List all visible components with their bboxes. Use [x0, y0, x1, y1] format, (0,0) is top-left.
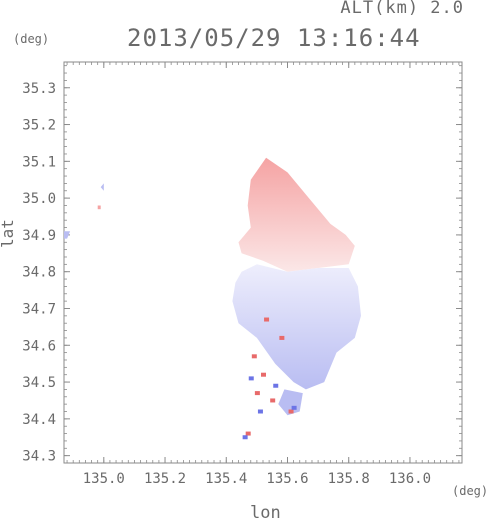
y-tick-label: 34.9	[22, 228, 56, 244]
y-tick-label: 34.4	[22, 412, 56, 428]
x-tick-label: 135.8	[328, 471, 370, 487]
x-axis-label: lon	[250, 503, 281, 523]
positive-speckle	[261, 372, 266, 377]
negative-speckle	[291, 405, 297, 410]
x-tick-label: 135.2	[144, 471, 186, 487]
negative-velocity-region	[100, 183, 104, 191]
x-tick-label: 135.6	[266, 471, 308, 487]
positive-speckle	[288, 409, 294, 414]
x-tick-label: 135.0	[83, 471, 125, 487]
negative-speckle	[257, 409, 263, 414]
negative-speckle	[242, 435, 248, 440]
x-tick-label: 136.0	[389, 471, 431, 487]
negative-speckle	[248, 376, 254, 381]
positive-velocity-region	[238, 157, 355, 272]
positive-speckle	[264, 317, 270, 322]
negative-speckle	[273, 383, 279, 388]
positive-speckle	[270, 398, 276, 403]
altitude-label: ALT(km) 2.0	[340, 0, 464, 18]
plot-frame	[63, 61, 463, 464]
x-axis-unit: (deg)	[452, 484, 489, 498]
positive-speckle	[254, 391, 260, 396]
positive-velocity-region	[97, 205, 101, 210]
y-tick-label: 35.0	[22, 191, 56, 207]
positive-speckle	[245, 431, 251, 436]
y-tick-label: 34.5	[22, 375, 56, 391]
negative-velocity-region	[278, 389, 303, 416]
negative-velocity-region	[64, 231, 71, 239]
y-tick-label: 34.6	[22, 338, 56, 354]
negative-velocity-region	[232, 264, 361, 390]
y-tick-label: 34.3	[22, 449, 56, 465]
y-tick-label: 34.8	[22, 265, 56, 281]
y-tick-label: 35.1	[22, 154, 56, 170]
positive-speckle	[251, 354, 257, 359]
timestamp: 2013/05/29 13:16:44	[127, 24, 421, 52]
y-tick-label: 35.3	[22, 81, 56, 97]
y-tick-label: 35.2	[22, 118, 56, 134]
x-tick-label: 135.4	[205, 471, 247, 487]
y-tick-label: 34.7	[22, 301, 56, 317]
positive-speckle	[279, 335, 285, 340]
y-axis-unit: (deg)	[13, 32, 50, 46]
